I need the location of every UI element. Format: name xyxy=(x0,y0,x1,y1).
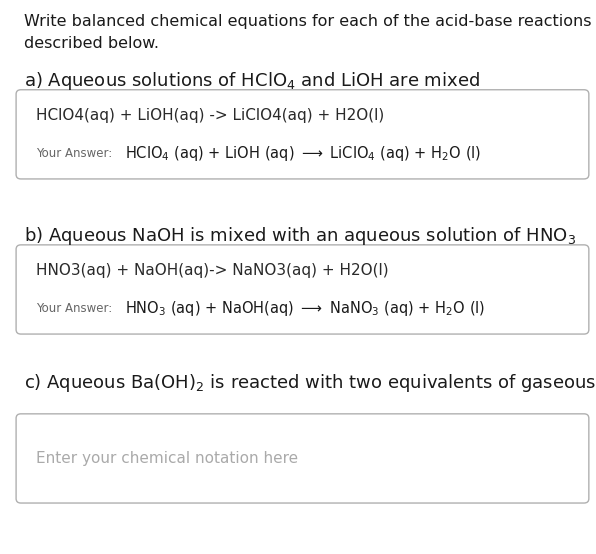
FancyBboxPatch shape xyxy=(16,90,589,179)
FancyBboxPatch shape xyxy=(16,245,589,334)
Text: b) Aqueous NaOH is mixed with an aqueous solution of HNO$_{3}$: b) Aqueous NaOH is mixed with an aqueous… xyxy=(24,225,576,247)
Text: HClO4(aq) + LiOH(aq) -> LiClO4(aq) + H2O(l): HClO4(aq) + LiOH(aq) -> LiClO4(aq) + H2O… xyxy=(36,109,384,124)
Text: Enter your chemical notation here: Enter your chemical notation here xyxy=(36,451,298,466)
Text: c) Aqueous Ba(OH)$_{2}$ is reacted with two equivalents of gaseous HCl: c) Aqueous Ba(OH)$_{2}$ is reacted with … xyxy=(24,372,596,394)
Text: HNO3(aq) + NaOH(aq)-> NaNO3(aq) + H2O(l): HNO3(aq) + NaOH(aq)-> NaNO3(aq) + H2O(l) xyxy=(36,264,389,279)
Text: Your Answer:: Your Answer: xyxy=(36,147,116,160)
Text: HClO$_{4}$ (aq) + LiOH (aq) $\longrightarrow$ LiClO$_{4}$ (aq) + H$_{2}$O (l): HClO$_{4}$ (aq) + LiOH (aq) $\longrighta… xyxy=(125,144,482,163)
Text: Your Answer:: Your Answer: xyxy=(36,302,116,315)
Text: a) Aqueous solutions of HClO$_{4}$ and LiOH are mixed: a) Aqueous solutions of HClO$_{4}$ and L… xyxy=(24,70,480,92)
Text: HNO$_{3}$ (aq) + NaOH(aq) $\longrightarrow$ NaNO$_{3}$ (aq) + H$_{2}$O (l): HNO$_{3}$ (aq) + NaOH(aq) $\longrightarr… xyxy=(125,299,485,318)
Text: Write balanced chemical equations for each of the acid-base reactions
described : Write balanced chemical equations for ea… xyxy=(24,14,591,51)
FancyBboxPatch shape xyxy=(16,414,589,503)
